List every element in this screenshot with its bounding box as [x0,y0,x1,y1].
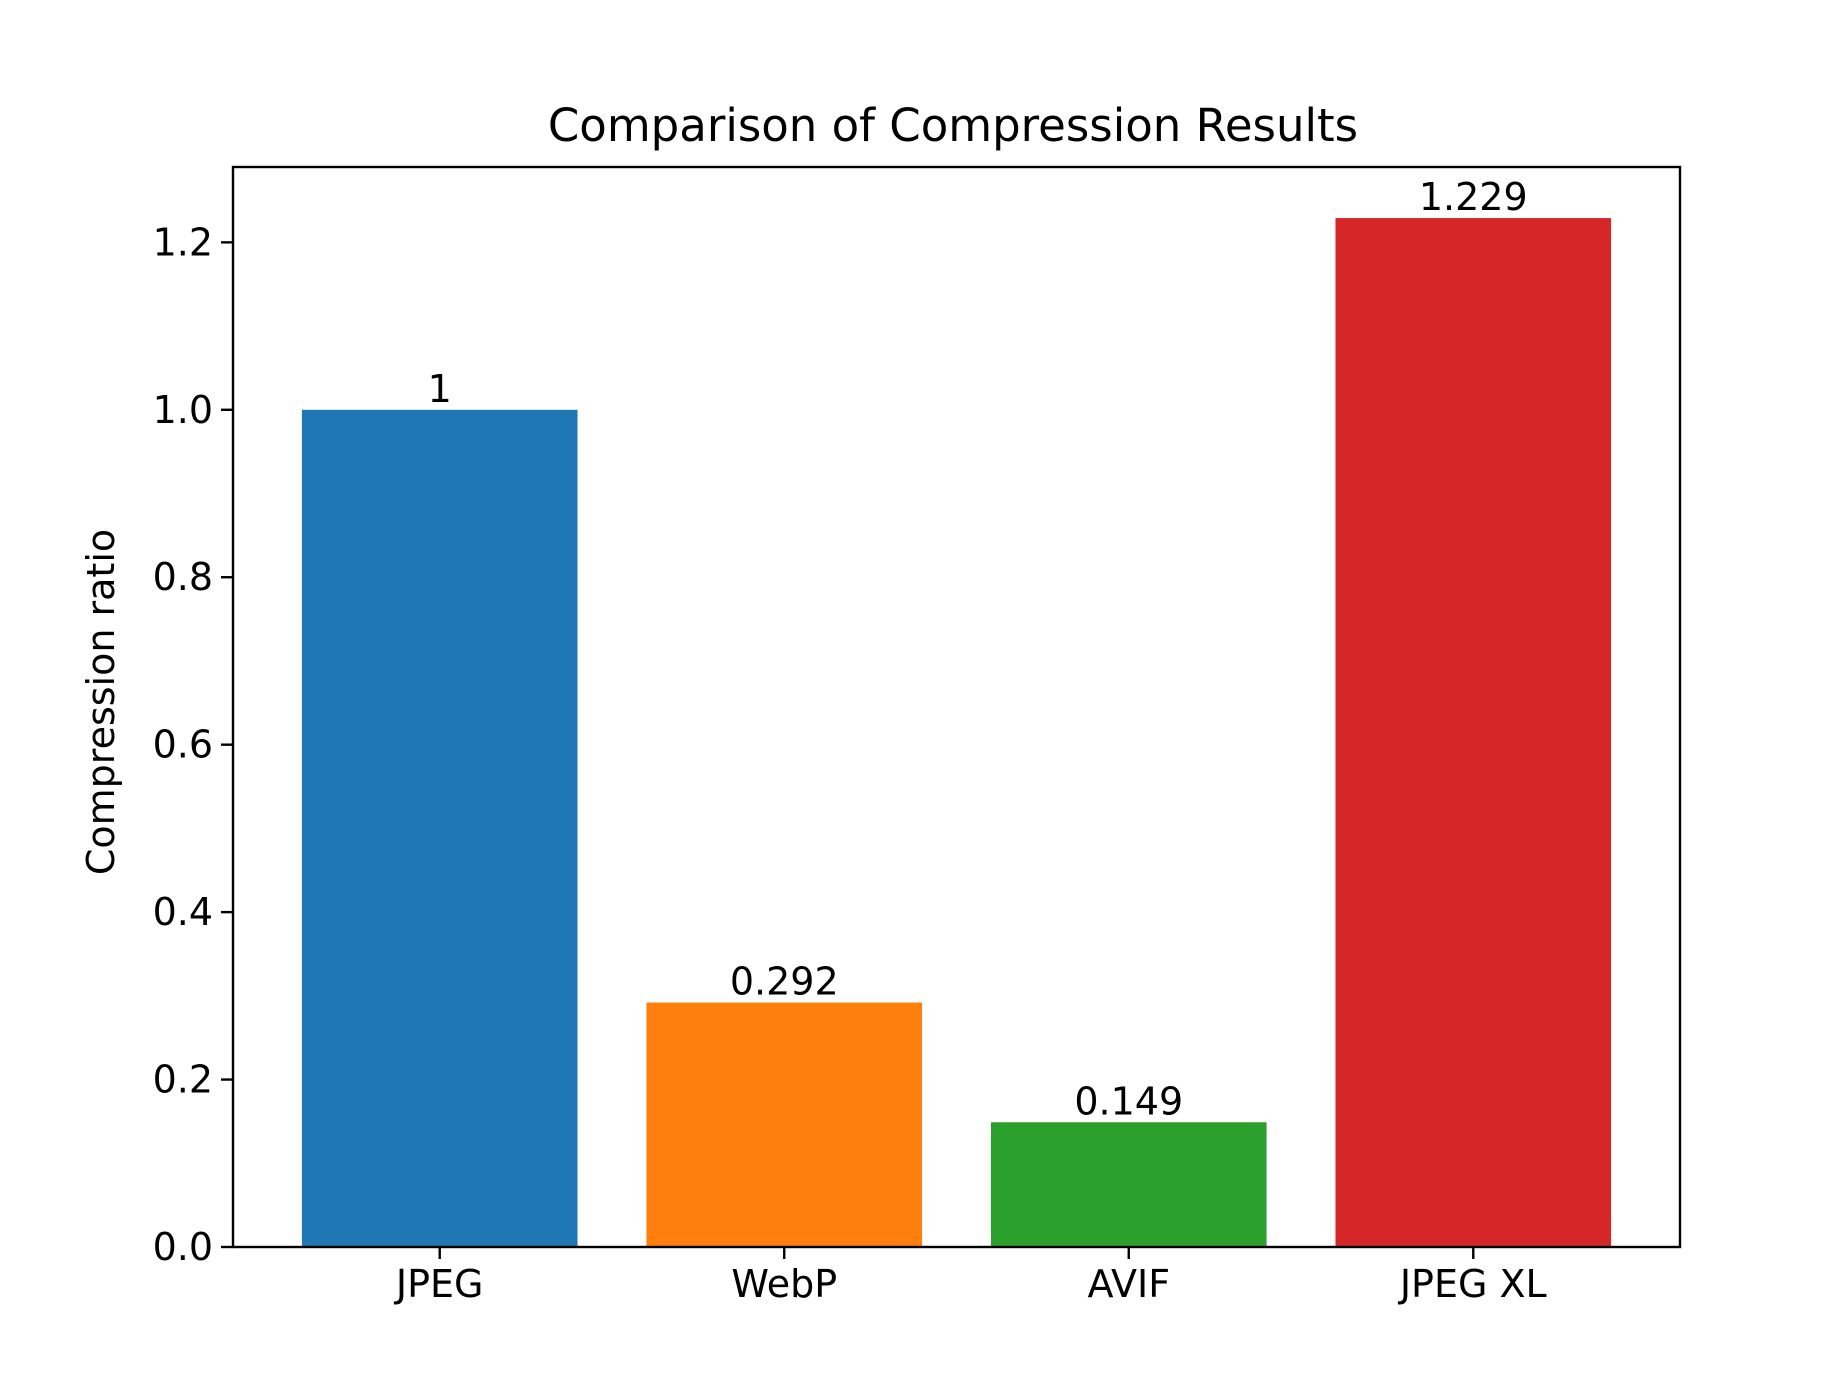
x-axis: JPEG WebP AVIF JPEG XL [394,1247,1547,1306]
y-tick-label: 0.2 [153,1058,213,1102]
bar-value-label-webp: 0.292 [730,960,839,1004]
bar-labels-layer: 1 0.292 0.149 1.229 [428,175,1528,1123]
plot-area-frame [231,165,1682,1249]
chart-title: Comparison of Compression Results [548,99,1358,152]
x-tick-label-jpeg: JPEG [394,1262,484,1306]
bar-value-label-jpeg-xl: 1.229 [1419,175,1528,219]
x-tick-label-webp: WebP [731,1262,837,1306]
y-axis-label: Compression ratio [79,529,123,875]
bar-value-label-avif: 0.149 [1074,1079,1183,1123]
bars-layer [301,218,1612,1247]
y-tick-label: 0.8 [153,555,213,599]
bar-value-label-jpeg: 1 [428,367,452,411]
y-axis: 0.0 0.2 0.4 0.6 0.8 1.0 1.2 [153,220,233,1269]
bar-jpeg-xl [1335,218,1612,1247]
y-tick-label: 0.6 [153,723,213,767]
x-tick-label-jpeg-xl: JPEG XL [1398,1262,1547,1306]
y-tick-label: 0.0 [153,1225,213,1269]
y-tick-label: 0.4 [153,890,213,934]
y-tick-label: 1.0 [153,388,213,432]
bar-webp [646,1002,923,1247]
y-tick-label: 1.2 [153,220,213,264]
x-tick-label-avif: AVIF [1087,1262,1170,1306]
bar-avif [990,1122,1267,1247]
bar-jpeg [301,409,578,1247]
